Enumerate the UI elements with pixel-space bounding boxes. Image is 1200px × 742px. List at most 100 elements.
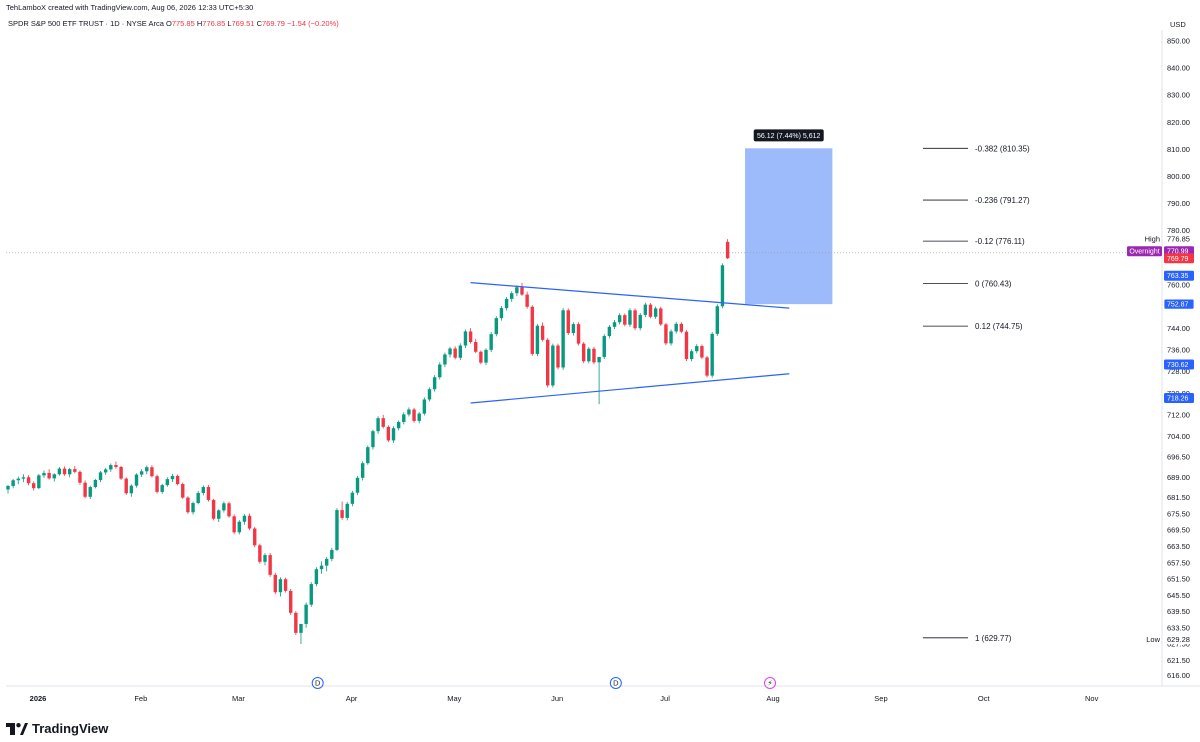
overnight-name-box [1127, 246, 1162, 257]
candle-body [432, 377, 437, 390]
price-tick-label: 669.50 [1167, 526, 1190, 535]
candle-body [103, 469, 108, 473]
candle-body [11, 480, 15, 486]
candle-body [489, 334, 493, 350]
event-markers[interactable]: D D ⚡ [311, 677, 777, 689]
earnings-marker[interactable] [764, 677, 777, 689]
candle-body [350, 492, 355, 504]
candle-body [26, 477, 31, 484]
candle-body [396, 421, 401, 429]
measure-label: 56.12 (7.44%) 5,612 [757, 133, 821, 140]
price-tick-label: 780.00 [1167, 226, 1190, 235]
candle-body [556, 345, 560, 368]
chart-attribution: TehLamboX created with TradingView.com, … [6, 3, 254, 12]
candle-body [504, 298, 509, 309]
candle-body [217, 510, 221, 519]
upper-trendline[interactable] [470, 282, 790, 309]
candle-body [700, 346, 704, 358]
price-tick-label: 657.50 [1167, 558, 1190, 567]
fib-level-label: -0.382 (810.35) [975, 144, 1030, 153]
symbol-legend: SPDR S&P 500 ETF TRUST · 1D · NYSE Arca … [8, 19, 339, 28]
candle-body [165, 479, 170, 486]
candle-body [520, 287, 524, 295]
lower-trendline[interactable] [470, 373, 790, 404]
price-tick-label: 616.00 [1167, 671, 1190, 680]
candle-body [381, 418, 385, 427]
candle-body [422, 399, 427, 414]
dividend-marker[interactable] [311, 677, 324, 689]
price-tick-label: 810.00 [1167, 145, 1190, 154]
open-label: O [165, 19, 172, 28]
candle-body [93, 479, 98, 488]
candle-body [443, 354, 447, 365]
candle-body [242, 515, 247, 522]
fib-level-label: -0.12 (776.11) [975, 237, 1025, 246]
candle-body [283, 579, 288, 591]
price-tick-label: 728.00 [1167, 367, 1190, 376]
low-value: 769.51 [231, 19, 255, 28]
candle-body [186, 497, 190, 513]
low-label: L [227, 19, 232, 28]
candle-body [175, 475, 180, 485]
candle-body [412, 409, 416, 421]
candle-body [484, 349, 488, 363]
candle-body [438, 364, 442, 378]
price-tick-label: 681.50 [1167, 493, 1190, 502]
candle-body [191, 503, 195, 513]
trendlines[interactable] [470, 282, 790, 404]
price-tick-label: 651.50 [1167, 575, 1190, 584]
candle-body [88, 487, 92, 497]
symbol-name: SPDR S&P 500 ETF TRUST · 1D · NYSE Arca [8, 19, 164, 28]
event-marker-symbol: ⚡ [767, 679, 772, 688]
price-tick-label: 712.00 [1167, 411, 1190, 420]
candle-body [669, 331, 673, 344]
price-tag-name: High [1145, 235, 1160, 244]
candle-body [576, 324, 581, 344]
price-tick-label: 790.00 [1167, 199, 1190, 208]
candle-body [16, 478, 20, 481]
candle-body [109, 465, 113, 470]
time-axis[interactable]: 2026 Feb Mar Apr May Jun Jul Aug Sep Oct Nov [30, 694, 1099, 703]
candle-body [62, 468, 67, 475]
candle-body [330, 549, 334, 559]
candle-body [494, 318, 498, 335]
event-marker-symbol: D [315, 679, 321, 688]
candle-body [98, 472, 103, 480]
fib-extension-levels[interactable]: -0.382 (810.35) -0.236 (791.27) -0.12 (776… [923, 144, 1030, 643]
price-tag-value: 629.28 [1167, 635, 1190, 644]
price-range-measure[interactable]: 56.12 (7.44%) 5,612 [745, 129, 833, 305]
price-tick-label: 800.00 [1167, 172, 1190, 181]
fib-level-label: 0 (760.43) [975, 280, 1012, 289]
candle-body [134, 474, 139, 486]
candle-body [309, 584, 313, 605]
candle-body [340, 510, 344, 518]
candle-body [581, 343, 586, 362]
candle-body [319, 565, 324, 570]
price-tag-box [1164, 253, 1194, 264]
candle-body [623, 315, 627, 325]
dividend-marker[interactable] [609, 677, 622, 689]
candle-body [32, 483, 36, 489]
candle-body [314, 569, 319, 585]
candle-body [479, 351, 483, 363]
open-value: 775.85 [171, 19, 195, 28]
candle-body [124, 478, 128, 494]
price-axis[interactable]: USD 850.00 840.00 830.00 820.00 810.00 800.00 7… [1167, 20, 1190, 680]
time-tick-label: Aug [766, 694, 779, 703]
candle-body [73, 469, 77, 472]
candle-body [710, 333, 714, 376]
candle-body [304, 604, 308, 624]
candle-body [715, 306, 720, 334]
price-tick-label: 830.00 [1167, 91, 1190, 100]
time-tick-label: Jun [551, 694, 563, 703]
candle-body [278, 579, 283, 593]
measure-box[interactable] [745, 148, 833, 305]
candle-body [155, 476, 159, 492]
candle-body [530, 306, 534, 354]
candle-body [299, 623, 303, 633]
price-tag-box [1164, 634, 1194, 645]
candle-body [355, 477, 360, 493]
candle-body [453, 348, 457, 358]
candle-body [170, 475, 175, 480]
